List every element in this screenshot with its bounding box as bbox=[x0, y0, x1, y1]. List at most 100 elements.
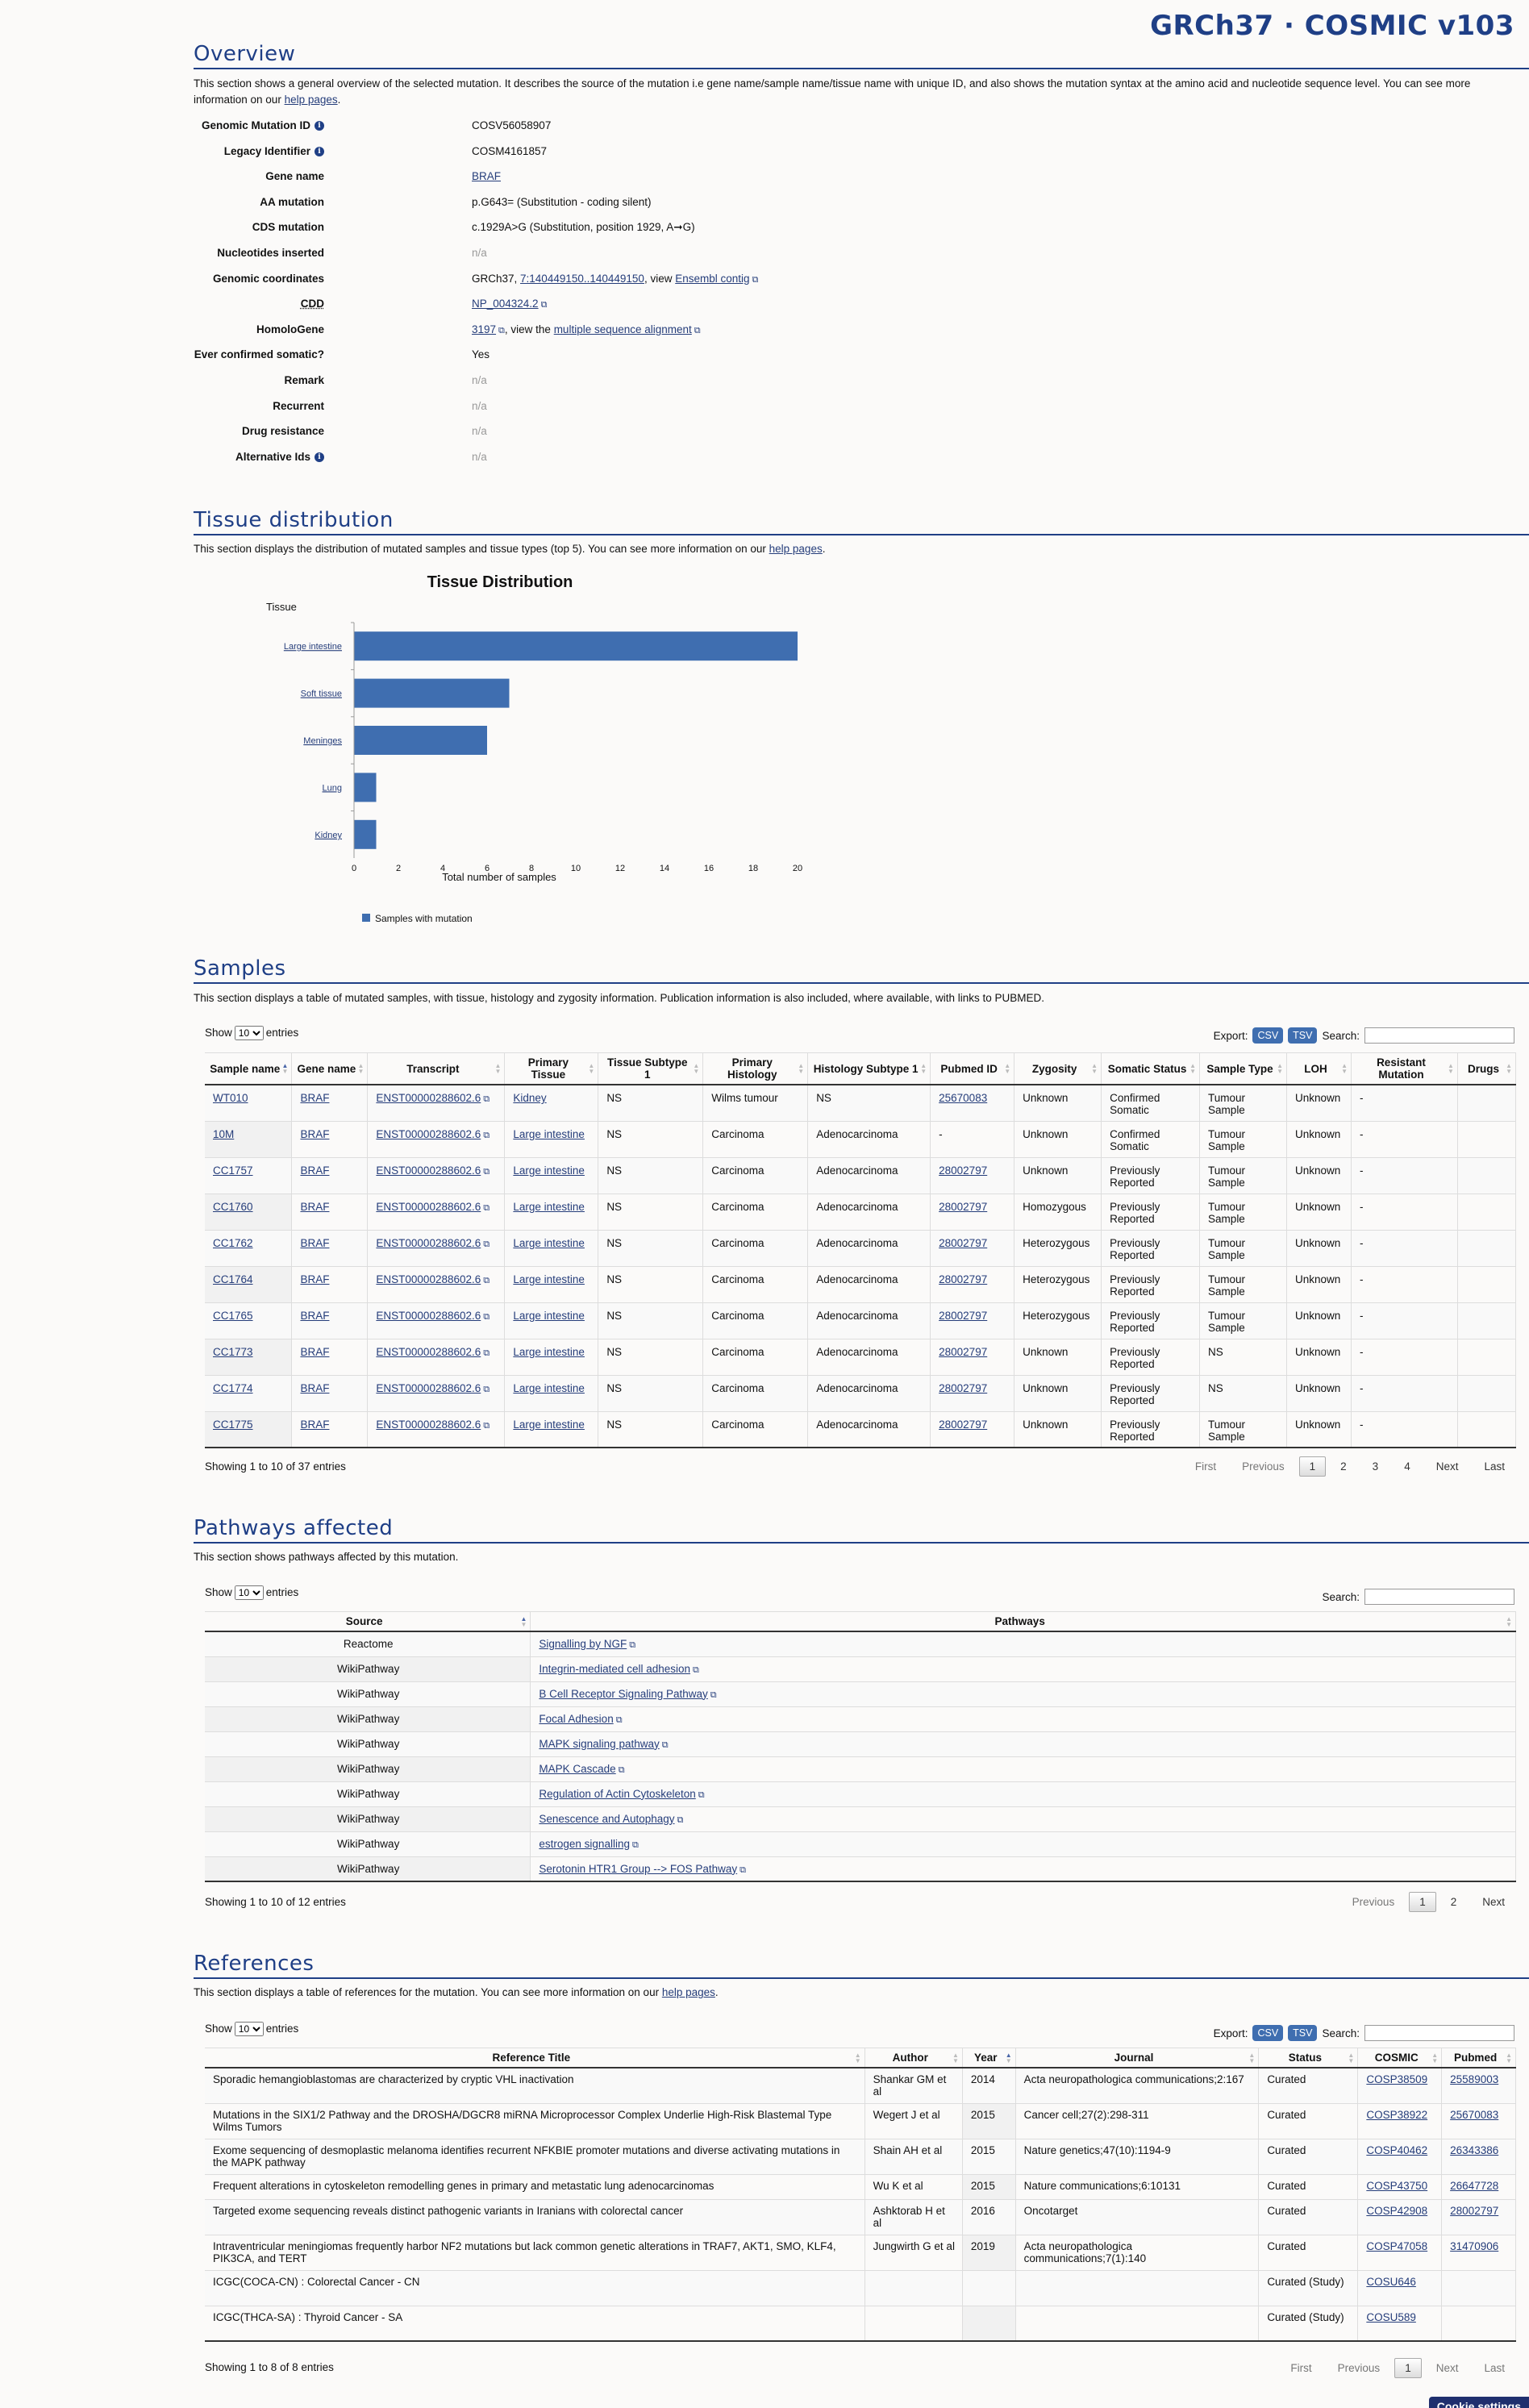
sample-link[interactable]: WT010 bbox=[213, 1092, 248, 1104]
tissue-link[interactable]: Large intestine bbox=[513, 1345, 585, 1358]
pathways-length-select[interactable]: 10 bbox=[234, 1585, 264, 1600]
transcript-link[interactable]: ENST00000288602.6 bbox=[376, 1345, 481, 1358]
pubmed-link[interactable]: 28002797 bbox=[939, 1236, 988, 1249]
samples-page-first[interactable]: First bbox=[1194, 1460, 1217, 1473]
references-col-reference-title[interactable]: Reference Title ▲ ▼ bbox=[205, 2048, 865, 2068]
gene-link[interactable]: BRAF bbox=[300, 1309, 330, 1322]
references-page-1[interactable]: 1 bbox=[1394, 2358, 1422, 2378]
tick-label-kidney[interactable]: Kidney bbox=[315, 831, 342, 840]
pubmed-link[interactable]: 25589003 bbox=[1450, 2073, 1499, 2085]
samples-col-drugs[interactable]: Drugs ▲ ▼ bbox=[1457, 1052, 1517, 1085]
pathways-page-2[interactable]: 2 bbox=[1450, 1896, 1457, 1908]
cosmic-link[interactable]: COSP38922 bbox=[1366, 2108, 1428, 2121]
references-page-next[interactable]: Next bbox=[1435, 2362, 1459, 2374]
pubmed-link[interactable]: 28002797 bbox=[1450, 2204, 1499, 2217]
pathway-link[interactable]: MAPK Cascade bbox=[539, 1762, 616, 1775]
sample-link[interactable]: CC1775 bbox=[213, 1418, 253, 1431]
pathway-link[interactable]: Serotonin HTR1 Group --> FOS Pathway bbox=[539, 1862, 738, 1875]
pathway-link[interactable]: Regulation of Actin Cytoskeleton bbox=[539, 1787, 696, 1800]
gene-link[interactable]: BRAF bbox=[300, 1345, 330, 1358]
pathways-page-next[interactable]: Next bbox=[1482, 1896, 1505, 1908]
sample-link[interactable]: CC1765 bbox=[213, 1309, 253, 1322]
pubmed-link[interactable]: 28002797 bbox=[939, 1418, 988, 1431]
pathway-link[interactable]: Senescence and Autophagy bbox=[539, 1812, 675, 1825]
cosmic-link[interactable]: COSP47058 bbox=[1366, 2239, 1428, 2252]
pathway-link[interactable]: B Cell Receptor Signaling Pathway bbox=[539, 1687, 708, 1700]
transcript-link[interactable]: ENST00000288602.6 bbox=[376, 1309, 481, 1322]
transcript-link[interactable]: ENST00000288602.6 bbox=[376, 1418, 481, 1431]
samples-col-tissue-subtype-1[interactable]: Tissue Subtype 1 ▲ ▼ bbox=[598, 1052, 704, 1085]
pathways-search-input[interactable] bbox=[1364, 1589, 1514, 1605]
pathway-link[interactable]: Focal Adhesion bbox=[539, 1712, 614, 1725]
samples-page-previous[interactable]: Previous bbox=[1242, 1460, 1285, 1473]
tissue-link[interactable]: Large intestine bbox=[513, 1236, 585, 1249]
homologene-link[interactable]: 3197 bbox=[472, 323, 497, 335]
pubmed-link[interactable]: 28002797 bbox=[939, 1381, 988, 1394]
references-export-csv-button[interactable]: CSV bbox=[1252, 2025, 1284, 2041]
pubmed-link[interactable]: 28002797 bbox=[939, 1309, 988, 1322]
references-page-last[interactable]: Last bbox=[1484, 2362, 1505, 2374]
info-icon[interactable]: i bbox=[315, 146, 324, 156]
cookie-settings-button[interactable]: Cookie settings bbox=[1428, 2397, 1529, 2408]
sample-link[interactable]: CC1760 bbox=[213, 1200, 253, 1213]
references-col-status[interactable]: Status ▲ ▼ bbox=[1258, 2048, 1359, 2068]
references-col-cosmic[interactable]: COSMIC ▲ ▼ bbox=[1357, 2048, 1443, 2068]
cosmic-link[interactable]: COSP42908 bbox=[1366, 2204, 1428, 2217]
gene-name-link[interactable]: BRAF bbox=[472, 170, 502, 183]
pubmed-link[interactable]: 26647728 bbox=[1450, 2179, 1499, 2192]
cdd-link[interactable]: NP_004324.2 bbox=[472, 298, 539, 310]
samples-page-3[interactable]: 3 bbox=[1372, 1460, 1379, 1473]
cosmic-link[interactable]: COSU589 bbox=[1366, 2310, 1416, 2323]
pubmed-link[interactable]: 28002797 bbox=[939, 1164, 988, 1177]
transcript-link[interactable]: ENST00000288602.6 bbox=[376, 1273, 481, 1285]
cosmic-link[interactable]: COSP40462 bbox=[1366, 2143, 1428, 2156]
tissue-link[interactable]: Large intestine bbox=[513, 1309, 585, 1322]
references-page-previous[interactable]: Previous bbox=[1337, 2362, 1381, 2374]
samples-col-gene-name[interactable]: Gene name ▲ ▼ bbox=[291, 1052, 369, 1085]
pathway-link[interactable]: Signalling by NGF bbox=[539, 1638, 627, 1650]
transcript-link[interactable]: ENST00000288602.6 bbox=[376, 1381, 481, 1394]
references-export-tsv-button[interactable]: TSV bbox=[1288, 2025, 1318, 2041]
references-col-journal[interactable]: Journal ▲ ▼ bbox=[1015, 2048, 1260, 2068]
pathways-page-1[interactable]: 1 bbox=[1409, 1892, 1436, 1912]
gene-link[interactable]: BRAF bbox=[300, 1273, 330, 1285]
samples-col-zygosity[interactable]: Zygosity ▲ ▼ bbox=[1014, 1052, 1102, 1085]
pubmed-link[interactable]: 28002797 bbox=[939, 1273, 988, 1285]
sample-link[interactable]: CC1757 bbox=[213, 1164, 253, 1177]
coordinates-link[interactable]: 7:140449150..140449150 bbox=[520, 272, 644, 285]
samples-page-4[interactable]: 4 bbox=[1404, 1460, 1410, 1473]
ensembl-contig-link[interactable]: Ensembl contig bbox=[675, 272, 750, 285]
pubmed-link[interactable]: 26343386 bbox=[1450, 2143, 1499, 2156]
tick-label-soft-tissue[interactable]: Soft tissue bbox=[301, 689, 342, 699]
pubmed-link[interactable]: 25670083 bbox=[939, 1092, 988, 1104]
gene-link[interactable]: BRAF bbox=[300, 1127, 330, 1140]
pubmed-link[interactable]: 28002797 bbox=[939, 1200, 988, 1213]
sample-link[interactable]: CC1774 bbox=[213, 1381, 253, 1394]
sample-link[interactable]: 10M bbox=[213, 1127, 235, 1140]
cosmic-link[interactable]: COSU646 bbox=[1366, 2275, 1416, 2288]
gene-link[interactable]: BRAF bbox=[300, 1164, 330, 1177]
references-col-author[interactable]: Author ▲ ▼ bbox=[864, 2048, 963, 2068]
tick-label-large-intestine[interactable]: Large intestine bbox=[284, 642, 342, 652]
references-col-pubmed[interactable]: Pubmed ▲ ▼ bbox=[1441, 2048, 1516, 2068]
sample-link[interactable]: CC1764 bbox=[213, 1273, 253, 1285]
transcript-link[interactable]: ENST00000288602.6 bbox=[376, 1200, 481, 1213]
sequence-alignment-link[interactable]: multiple sequence alignment bbox=[553, 323, 692, 335]
transcript-link[interactable]: ENST00000288602.6 bbox=[376, 1092, 481, 1104]
sample-link[interactable]: CC1762 bbox=[213, 1236, 253, 1249]
cosmic-link[interactable]: COSP43750 bbox=[1366, 2179, 1428, 2192]
samples-page-last[interactable]: Last bbox=[1484, 1460, 1505, 1473]
gene-link[interactable]: BRAF bbox=[300, 1200, 330, 1213]
transcript-link[interactable]: ENST00000288602.6 bbox=[376, 1127, 481, 1140]
sample-link[interactable]: CC1773 bbox=[213, 1345, 253, 1358]
samples-export-csv-button[interactable]: CSV bbox=[1252, 1027, 1284, 1044]
help-pages-link[interactable]: help pages bbox=[661, 1986, 715, 1998]
samples-col-somatic-status[interactable]: Somatic Status ▲ ▼ bbox=[1101, 1052, 1201, 1085]
gene-link[interactable]: BRAF bbox=[300, 1236, 330, 1249]
samples-page-2[interactable]: 2 bbox=[1340, 1460, 1347, 1473]
info-icon[interactable]: i bbox=[315, 452, 324, 462]
samples-col-resistant-mutation[interactable]: Resistant Mutation ▲ ▼ bbox=[1351, 1052, 1458, 1085]
help-pages-link[interactable]: help pages bbox=[769, 543, 823, 555]
gene-link[interactable]: BRAF bbox=[300, 1418, 330, 1431]
info-icon[interactable]: i bbox=[315, 121, 324, 131]
